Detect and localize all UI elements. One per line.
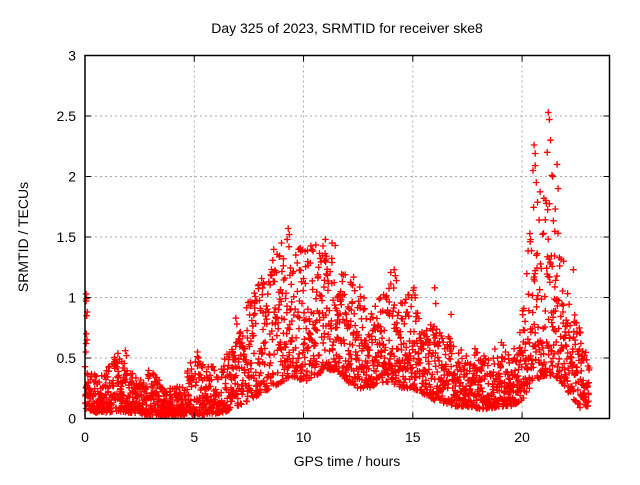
x-tick-label: 10 [296,429,312,445]
axis-ticks [84,55,610,419]
x-tick-label: 20 [514,429,530,445]
y-tick-label: 3 [68,48,76,64]
grid-lines [85,55,610,419]
y-tick-label: 2.5 [57,108,77,124]
y-tick-label: 1.5 [57,229,77,245]
y-tick-label: 0 [68,411,76,427]
y-tick-label: 2 [68,169,76,185]
x-tick-label: 5 [190,429,198,445]
tick-labels: 0 5 10 15 20 0 0.5 1 1.5 2 2.5 3 [57,48,531,446]
y-tick-label: 1 [68,290,76,306]
y-tick-label: 0.5 [57,350,77,366]
x-tick-label: 15 [405,429,421,445]
chart-title: Day 325 of 2023, SRMTID for receiver ske… [211,20,483,36]
x-tick-label: 0 [81,429,89,445]
y-axis-label: SRMTID / TECUs [15,182,31,292]
x-axis-label: GPS time / hours [294,453,401,469]
